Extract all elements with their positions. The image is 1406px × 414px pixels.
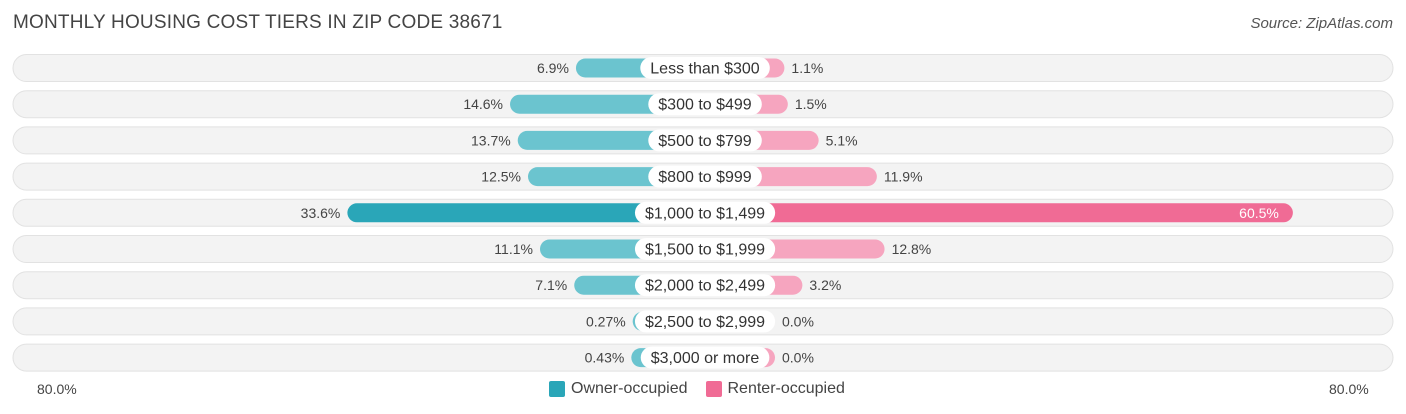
category-label: $500 to $799 [658,133,752,150]
category-pill [634,201,776,224]
owner-bar [347,203,705,223]
category-pill [648,129,762,152]
category-pill [634,274,776,297]
renter-value-label: 1.5% [795,96,827,112]
owner-value-label: 0.43% [585,350,625,366]
category-pill [648,93,762,116]
owner-value-label: 11.1% [494,241,533,257]
category-pill [640,57,770,79]
category-label: $300 to $499 [658,97,752,114]
category-label: $800 to $999 [658,169,752,186]
owner-value-label: 0.27% [586,313,626,329]
category-pill [634,310,776,333]
legend-swatch-renter [705,381,722,397]
legend-label-renter: Renter-occupied [727,380,845,397]
owner-value-label: 12.5% [481,169,521,185]
renter-value-label: 12.8% [892,241,932,257]
category-pill [640,346,770,369]
owner-value-label: 14.6% [463,96,503,112]
owner-value-label: 7.1% [535,277,567,293]
owner-value-label: 13.7% [471,132,511,148]
legend-swatch-owner [549,381,565,397]
category-label: $3,000 or more [651,350,760,367]
renter-value-label: 1.1% [791,60,823,76]
source-label: Source: ZipAtlas.com [1250,15,1393,32]
category-label: $2,000 to $2,499 [645,278,765,295]
category-label: $1,500 to $1,999 [645,242,765,259]
owner-value-label: 33.6% [301,205,341,221]
owner-value-label: 6.9% [537,60,569,76]
legend: Owner-occupied Renter-occupied [549,380,863,398]
renter-value-label: 0.0% [782,350,814,366]
renter-value-label: 11.9% [884,169,923,185]
legend-item-renter: Renter-occupied [705,380,845,398]
renter-value-label: 0.0% [782,313,814,329]
renter-value-label: 3.2% [809,277,841,293]
renter-value-label: 60.5% [1239,205,1279,221]
legend-label-owner: Owner-occupied [571,380,688,397]
category-pill [648,165,762,188]
axis-left-label: 80.0% [37,381,77,397]
chart-title: MONTHLY HOUSING COST TIERS IN ZIP CODE 3… [13,12,503,33]
renter-value-label: 5.1% [826,132,858,148]
category-label: Less than $300 [650,61,760,78]
legend-item-owner: Owner-occupied [549,380,688,398]
renter-bar [705,203,1293,223]
category-pill [634,238,776,260]
category-label: $1,000 to $1,499 [645,205,765,222]
axis-right-label: 80.0% [1329,381,1369,397]
category-label: $2,500 to $2,999 [645,314,765,331]
